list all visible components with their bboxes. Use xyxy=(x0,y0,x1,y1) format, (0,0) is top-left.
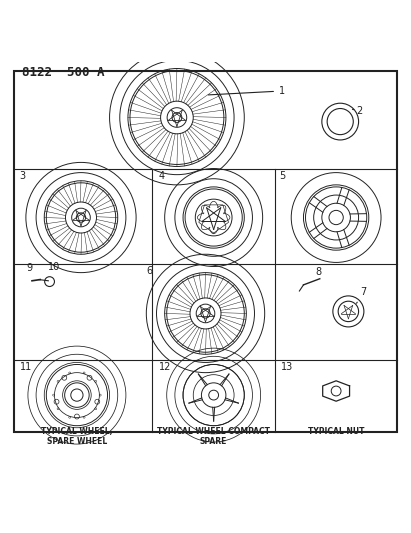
Text: TYPICAL WHEEL,
SPARE WHEEL: TYPICAL WHEEL, SPARE WHEEL xyxy=(41,426,113,446)
Text: 1: 1 xyxy=(208,86,285,96)
Text: 10: 10 xyxy=(48,262,60,272)
Text: 3: 3 xyxy=(20,171,26,181)
Text: 5: 5 xyxy=(279,171,285,181)
Text: 9: 9 xyxy=(27,263,33,272)
Text: 6: 6 xyxy=(146,266,152,277)
Text: 2: 2 xyxy=(353,107,363,116)
Text: 7: 7 xyxy=(356,287,367,303)
Text: 12: 12 xyxy=(159,362,171,373)
Text: 13: 13 xyxy=(281,362,293,373)
Text: TYPICAL NUT: TYPICAL NUT xyxy=(308,426,365,435)
Text: 8122  500 A: 8122 500 A xyxy=(22,67,104,79)
Text: 8: 8 xyxy=(316,266,322,277)
Text: 4: 4 xyxy=(159,171,165,181)
Text: 11: 11 xyxy=(20,362,32,373)
Text: TYPICAL WHEEL COMPACT
SPARE: TYPICAL WHEEL COMPACT SPARE xyxy=(157,426,270,446)
